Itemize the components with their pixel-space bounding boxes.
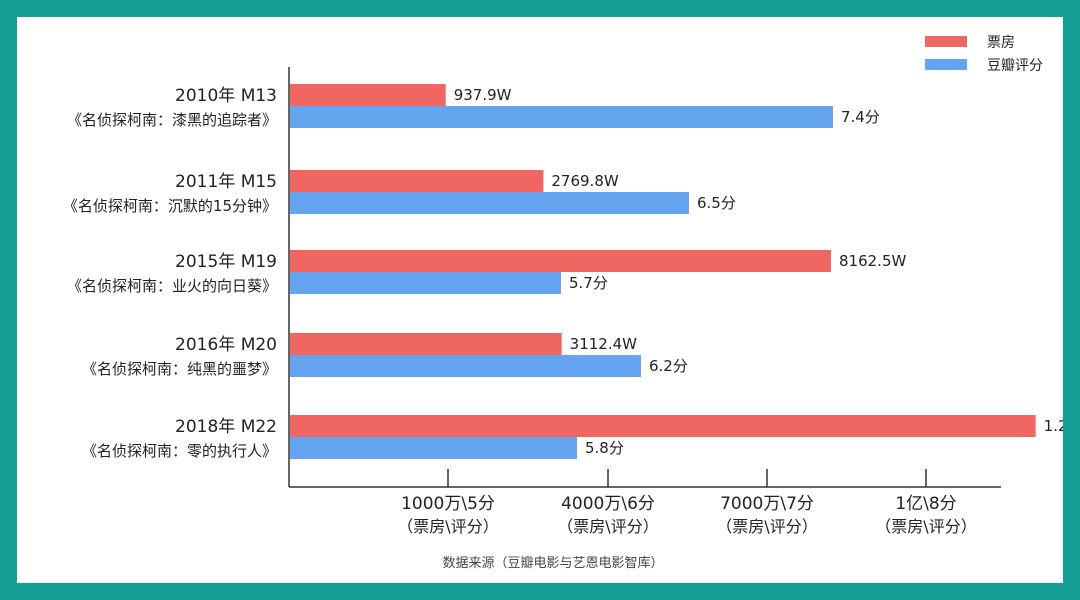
x-tick-label: 7000万\7分 [720, 494, 814, 514]
score-bar [290, 437, 577, 459]
score-bar [290, 192, 689, 214]
box-office-value-label: 8162.5W [839, 252, 906, 270]
x-tick-label: 1000万\5分 [401, 494, 495, 514]
category-year-label: 2015年 M19 [175, 252, 277, 272]
category-title-label: 《名侦探柯南：零的执行人》 [82, 442, 277, 460]
category-title-label: 《名侦探柯南：业火的向日葵》 [67, 277, 277, 295]
legend-swatch-score [925, 59, 967, 70]
legend-label-box-office: 票房 [987, 35, 1015, 51]
chart-frame: 2010年 M13 《名侦探柯南：漆黑的追踪者》 937.9W 7.4分 2011年 M… [17, 17, 1063, 583]
category-title-label: 《名侦探柯南：纯黑的噩梦》 [82, 360, 277, 378]
x-tick-sublabel: （票房\评分） [875, 517, 976, 536]
category-year-label: 2018年 M22 [175, 417, 277, 437]
box-office-bar [290, 84, 446, 106]
x-tick-sublabel: （票房\评分） [397, 517, 498, 536]
score-value-label: 7.4分 [841, 108, 880, 126]
legend-label-score: 豆瓣评分 [987, 58, 1043, 74]
box-office-bar [290, 250, 831, 272]
category-year-label: 2016年 M20 [175, 335, 277, 355]
x-tick-label: 1亿\8分 [895, 494, 956, 514]
category-title-label: 《名侦探柯南：沉默的15分钟》 [63, 197, 277, 215]
box-office-bar [290, 333, 562, 355]
box-office-value-label: 1.2亿 [1044, 417, 1063, 435]
score-value-label: 5.7分 [569, 274, 608, 292]
category-title-label: 《名侦探柯南：漆黑的追踪者》 [67, 111, 277, 129]
box-office-bar [290, 415, 1036, 437]
x-tick-sublabel: （票房\评分） [716, 517, 817, 536]
x-tick-label: 4000万\6分 [561, 494, 655, 514]
score-value-label: 6.2分 [649, 357, 688, 375]
score-value-label: 5.8分 [585, 439, 624, 457]
score-bar [290, 355, 641, 377]
box-office-bar [290, 170, 544, 192]
data-source-note: 数据来源（豆瓣电影与艺恩电影智库） [442, 555, 663, 571]
box-office-value-label: 2769.8W [551, 172, 618, 190]
bar-chart: 2010年 M13 《名侦探柯南：漆黑的追踪者》 937.9W 7.4分 2011年 M… [63, 35, 1063, 571]
category-year-label: 2010年 M13 [175, 86, 277, 106]
box-office-value-label: 937.9W [454, 86, 512, 104]
legend-swatch-box-office [925, 36, 967, 47]
score-value-label: 6.5分 [697, 194, 736, 212]
score-bar [290, 106, 833, 128]
category-year-label: 2011年 M15 [175, 172, 277, 192]
score-bar [290, 272, 561, 294]
box-office-value-label: 3112.4W [570, 335, 637, 353]
x-tick-sublabel: （票房\评分） [557, 517, 658, 536]
